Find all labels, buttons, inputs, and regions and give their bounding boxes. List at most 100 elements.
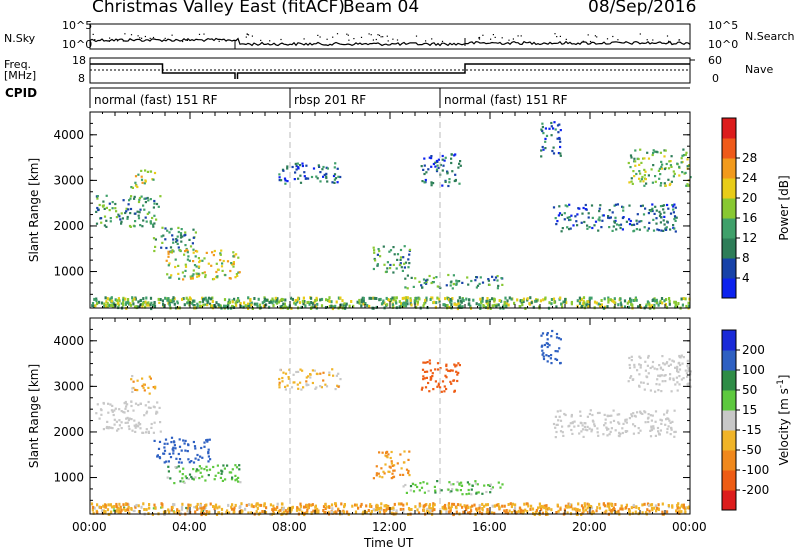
data-cell	[100, 221, 103, 224]
data-cell	[389, 456, 392, 460]
data-cell	[559, 145, 562, 149]
data-cell	[178, 509, 181, 513]
data-cell	[130, 186, 133, 189]
data-cell	[134, 184, 138, 187]
data-cell	[620, 305, 623, 309]
data-cell	[540, 334, 543, 337]
data-cell	[376, 263, 379, 266]
data-cell	[120, 212, 123, 215]
data-cell	[628, 223, 632, 226]
data-cell	[322, 371, 325, 374]
data-cell	[160, 506, 163, 509]
data-cell	[628, 218, 631, 221]
x-tick-label: 16:00	[472, 520, 507, 534]
data-cell	[612, 225, 615, 228]
data-cell	[126, 416, 129, 419]
nave-label: Nave	[745, 63, 774, 76]
data-cell	[440, 510, 443, 514]
data-cell	[668, 299, 671, 303]
data-cell	[614, 216, 617, 219]
data-cell	[450, 299, 453, 303]
data-cell	[224, 478, 227, 481]
data-cell	[582, 509, 585, 513]
data-cell	[485, 301, 488, 305]
data-cell	[647, 413, 650, 416]
data-cell	[391, 305, 394, 309]
nsky-dot	[368, 33, 370, 35]
data-cell	[395, 296, 398, 300]
data-cell	[592, 420, 595, 423]
data-cell	[557, 419, 560, 422]
data-cell	[129, 212, 132, 215]
data-cell	[383, 504, 386, 508]
data-cell	[603, 297, 606, 301]
data-cell	[420, 388, 423, 391]
data-cell	[669, 433, 672, 436]
data-cell	[302, 302, 305, 306]
data-cell	[124, 297, 127, 301]
data-cell	[148, 375, 151, 378]
data-cell	[379, 255, 382, 258]
data-cell	[398, 305, 401, 309]
data-cell	[175, 238, 178, 241]
data-cell	[214, 474, 217, 477]
data-cell	[581, 212, 584, 215]
data-cell	[447, 503, 450, 507]
data-cell	[598, 210, 601, 213]
data-cell	[240, 305, 243, 308]
data-cell	[628, 300, 631, 304]
data-cell	[192, 251, 195, 254]
data-cell	[271, 297, 274, 301]
data-cell	[642, 180, 645, 183]
data-cell	[106, 420, 109, 423]
data-cell	[443, 385, 446, 388]
data-cell	[613, 204, 616, 207]
data-cell	[636, 213, 639, 216]
data-cell	[150, 307, 153, 311]
data-cell	[634, 149, 637, 152]
data-cell	[546, 345, 549, 349]
data-cell	[111, 207, 114, 210]
data-cell	[208, 468, 212, 471]
data-cell	[186, 507, 189, 510]
data-cell	[95, 297, 98, 301]
data-cell	[505, 302, 508, 306]
data-cell	[186, 301, 189, 305]
data-cell	[430, 157, 433, 160]
data-cell	[527, 504, 530, 508]
data-cell	[680, 297, 683, 301]
data-cell	[654, 299, 657, 303]
data-cell	[232, 508, 235, 512]
data-cell	[414, 277, 417, 280]
data-cell	[306, 503, 309, 507]
data-cell	[659, 212, 662, 215]
data-cell	[629, 219, 632, 223]
data-cell	[193, 304, 196, 307]
data-cell	[238, 506, 241, 510]
data-cell	[600, 226, 603, 229]
data-cell	[145, 508, 148, 512]
data-cell	[676, 370, 679, 373]
data-cell	[113, 423, 116, 426]
data-cell	[644, 178, 647, 181]
data-cell	[583, 301, 586, 305]
data-cell	[587, 212, 590, 215]
data-cell	[404, 304, 408, 308]
data-cell	[659, 173, 662, 176]
data-cell	[420, 165, 423, 168]
data-cell	[636, 222, 639, 225]
data-cell	[399, 263, 402, 266]
data-cell	[479, 297, 482, 301]
data-cell	[568, 505, 571, 509]
data-cell	[366, 304, 369, 308]
data-cell	[303, 171, 306, 174]
nsky-dot	[332, 36, 334, 38]
data-cell	[120, 427, 123, 430]
data-cell	[309, 376, 312, 379]
data-cell	[182, 480, 185, 483]
data-cell	[566, 205, 569, 208]
data-cell	[402, 507, 405, 511]
data-cell	[658, 364, 661, 367]
data-cell	[566, 505, 569, 509]
data-cell	[607, 215, 610, 218]
